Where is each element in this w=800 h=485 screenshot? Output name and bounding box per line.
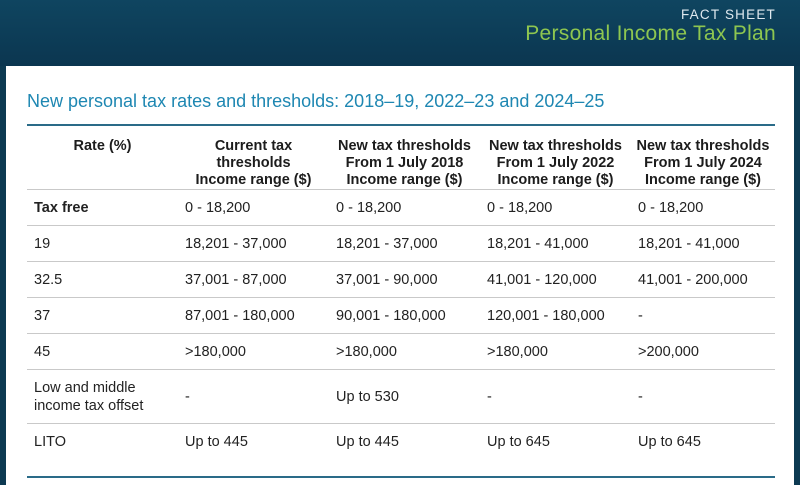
table-cell: 37 <box>27 297 178 334</box>
header-2024: New tax thresholds From 1 July 2024 Inco… <box>631 126 775 190</box>
header-current: Current tax thresholds Income range ($) <box>178 126 329 190</box>
header-line: From 1 July 2018 <box>345 155 464 171</box>
page-title: Personal Income Tax Plan <box>525 22 776 45</box>
table-cell: 37,001 - 90,000 <box>329 261 480 298</box>
table-cell: Tax free <box>27 189 178 226</box>
header-kicker: FACT SHEET <box>680 7 776 22</box>
table-row: LITO Up to 445 Up to 445 Up to 645 Up to… <box>27 423 775 460</box>
table-cell: 120,001 - 180,000 <box>480 297 631 334</box>
table-cell: Low and middle income tax offset <box>27 369 178 424</box>
table-cell: Up to 645 <box>480 423 631 460</box>
table-cell: 0 - 18,200 <box>329 189 480 226</box>
fact-sheet-header: FACT SHEET Personal Income Tax Plan <box>0 0 800 66</box>
table-row: 45 >180,000 >180,000 >180,000 >200,000 <box>27 333 775 370</box>
table-cell: 18,201 - 41,000 <box>480 225 631 262</box>
table-cell: - <box>631 297 775 334</box>
table-cell: LITO <box>27 423 178 460</box>
table-cell: 90,001 - 180,000 <box>329 297 480 334</box>
header-2018: New tax thresholds From 1 July 2018 Inco… <box>329 126 480 190</box>
table-cell: - <box>178 369 329 424</box>
table-cell: Up to 530 <box>329 369 480 424</box>
table-cell: >200,000 <box>631 333 775 370</box>
table-cell: 41,001 - 200,000 <box>631 261 775 298</box>
table-cell: >180,000 <box>480 333 631 370</box>
table-bottom-rule <box>27 476 775 478</box>
header-line: From 1 July 2024 <box>644 155 762 171</box>
header-line: Rate (%) <box>73 138 132 154</box>
table-row: 32.5 37,001 - 87,000 37,001 - 90,000 41,… <box>27 261 775 298</box>
header-line: New tax thresholds <box>338 138 471 154</box>
header-line: Income range ($) <box>644 172 762 188</box>
table-cell: 0 - 18,200 <box>178 189 329 226</box>
table-cell: 19 <box>27 225 178 262</box>
section-title: New personal tax rates and thresholds: 2… <box>27 91 605 111</box>
header-line: Current tax <box>214 138 293 154</box>
table-cell: Up to 645 <box>631 423 775 460</box>
table-cell: >180,000 <box>329 333 480 370</box>
table-cell: 87,001 - 180,000 <box>178 297 329 334</box>
header-line: Income range ($) <box>346 172 463 188</box>
table-cell: 41,001 - 120,000 <box>480 261 631 298</box>
header-2022: New tax thresholds From 1 July 2022 Inco… <box>480 126 631 190</box>
header-line: Income range ($) <box>195 172 312 188</box>
header-line: thresholds <box>216 155 291 171</box>
table-cell: 0 - 18,200 <box>631 189 775 226</box>
header-line: From 1 July 2022 <box>496 155 615 171</box>
content-card: New personal tax rates and thresholds: 2… <box>6 66 794 485</box>
table-header-row: Rate (%) Current tax thresholds Income r… <box>27 126 775 190</box>
table-row: Tax free 0 - 18,200 0 - 18,200 0 - 18,20… <box>27 189 775 226</box>
table-cell: Up to 445 <box>329 423 480 460</box>
table-row: 19 18,201 - 37,000 18,201 - 37,000 18,20… <box>27 225 775 262</box>
table-cell: 45 <box>27 333 178 370</box>
table-cell: 32.5 <box>27 261 178 298</box>
header-line: New tax thresholds <box>489 138 622 154</box>
header-line: Income range ($) <box>497 172 614 188</box>
table-cell: - <box>631 369 775 424</box>
table-cell: 18,201 - 41,000 <box>631 225 775 262</box>
header-rate: Rate (%) <box>27 126 178 190</box>
table-row: Low and middle income tax offset - Up to… <box>27 369 775 424</box>
table-cell: 18,201 - 37,000 <box>178 225 329 262</box>
table-cell: Up to 445 <box>178 423 329 460</box>
table-cell: 37,001 - 87,000 <box>178 261 329 298</box>
tax-rates-table: Rate (%) Current tax thresholds Income r… <box>27 126 775 460</box>
header-line: New tax thresholds <box>636 138 770 154</box>
table-row: 37 87,001 - 180,000 90,001 - 180,000 120… <box>27 297 775 334</box>
table-cell: 18,201 - 37,000 <box>329 225 480 262</box>
table-cell: - <box>480 369 631 424</box>
table-cell: >180,000 <box>178 333 329 370</box>
table-top-rule <box>27 124 775 126</box>
table-cell: 0 - 18,200 <box>480 189 631 226</box>
